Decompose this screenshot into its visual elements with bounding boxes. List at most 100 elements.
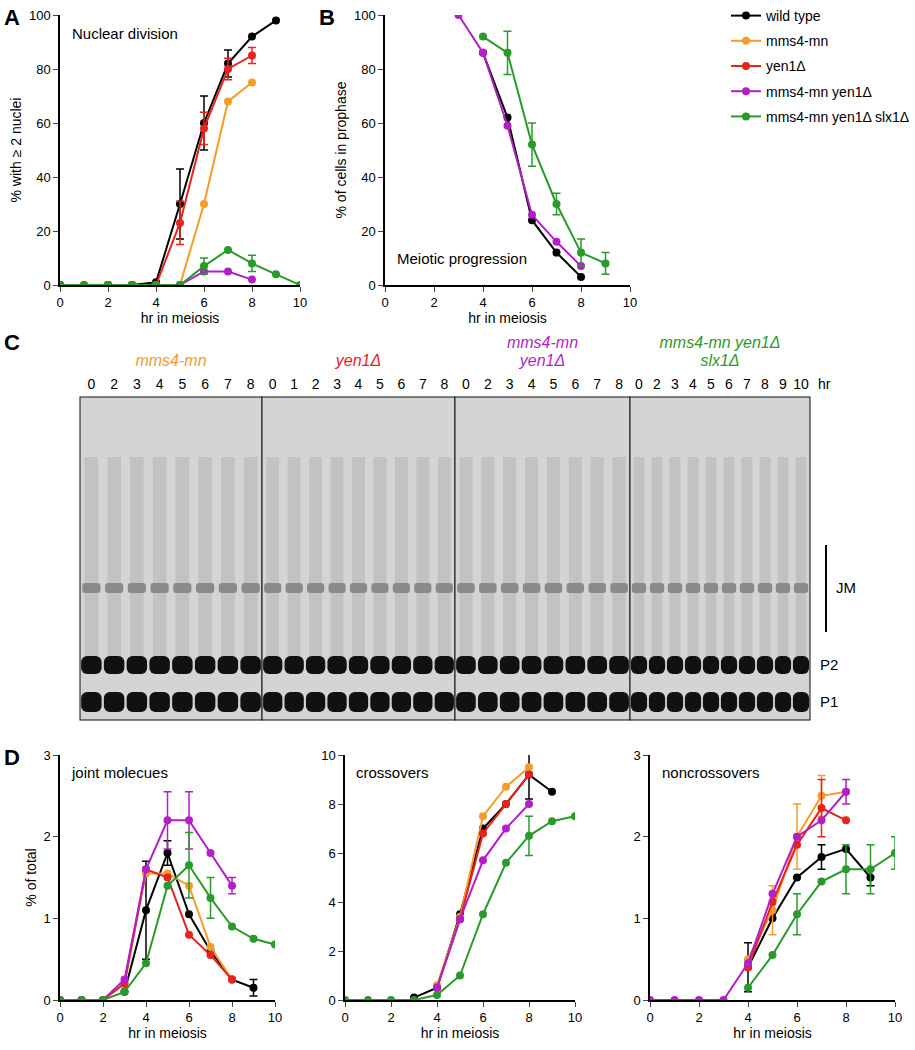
svg-text:0: 0 [43, 278, 50, 293]
svg-text:hr in meiosis: hr in meiosis [468, 310, 547, 326]
svg-text:mms4-mn: mms4-mn [507, 334, 578, 351]
svg-text:5: 5 [550, 376, 558, 392]
svg-text:mms4-mn: mms4-mn [766, 33, 828, 49]
svg-text:hr in meiosis: hr in meiosis [128, 1025, 207, 1041]
svg-text:10: 10 [793, 376, 809, 392]
svg-text:hr in meiosis: hr in meiosis [733, 1025, 812, 1041]
svg-text:wild type: wild type [765, 8, 821, 24]
svg-text:3: 3 [133, 376, 141, 392]
svg-text:2: 2 [99, 1010, 106, 1025]
svg-text:yen1Δ: yen1Δ [335, 352, 381, 369]
svg-text:8: 8 [440, 376, 448, 392]
svg-text:10: 10 [321, 748, 335, 763]
svg-text:B: B [319, 5, 335, 30]
svg-text:2: 2 [653, 376, 661, 392]
svg-text:6: 6 [571, 376, 579, 392]
svg-text:4: 4 [142, 1010, 149, 1025]
svg-text:8: 8 [228, 1010, 235, 1025]
svg-text:3: 3 [633, 748, 640, 763]
svg-text:mms4-mn: mms4-mn [135, 352, 206, 369]
svg-text:5: 5 [707, 376, 715, 392]
svg-text:6: 6 [793, 1010, 800, 1025]
svg-text:5: 5 [178, 376, 186, 392]
svg-text:0: 0 [87, 376, 95, 392]
svg-text:2: 2 [328, 944, 335, 959]
svg-text:2: 2 [387, 1010, 394, 1025]
svg-text:7: 7 [224, 376, 232, 392]
svg-text:% with ≥ 2 nuclei: % with ≥ 2 nuclei [8, 98, 24, 203]
svg-text:2: 2 [43, 829, 50, 844]
svg-text:8: 8 [525, 1010, 532, 1025]
svg-text:8: 8 [615, 376, 623, 392]
svg-text:% of total: % of total [23, 848, 39, 906]
svg-text:0: 0 [633, 993, 640, 1008]
svg-text:% of cells in prophase: % of cells in prophase [333, 81, 349, 218]
svg-text:0: 0 [646, 1010, 653, 1025]
svg-text:6: 6 [479, 1010, 486, 1025]
svg-text:0: 0 [462, 376, 470, 392]
svg-text:10: 10 [623, 295, 637, 310]
svg-text:80: 80 [361, 62, 375, 77]
svg-text:0: 0 [381, 295, 388, 310]
svg-text:joint molecues: joint molecues [71, 764, 168, 781]
svg-text:6: 6 [200, 295, 207, 310]
svg-text:mms4-mn yen1Δ: mms4-mn yen1Δ [766, 84, 872, 100]
svg-text:noncrossovers: noncrossovers [662, 764, 760, 781]
svg-text:JM: JM [836, 579, 856, 596]
svg-text:slx1Δ: slx1Δ [700, 352, 739, 369]
svg-text:60: 60 [361, 116, 375, 131]
svg-text:6: 6 [201, 376, 209, 392]
svg-text:4: 4 [744, 1010, 751, 1025]
svg-text:6: 6 [528, 295, 535, 310]
svg-text:20: 20 [36, 224, 50, 239]
svg-text:1: 1 [633, 911, 640, 926]
svg-text:10: 10 [268, 1010, 282, 1025]
svg-text:40: 40 [36, 170, 50, 185]
svg-text:60: 60 [36, 116, 50, 131]
svg-text:2: 2 [312, 376, 320, 392]
svg-text:2: 2 [430, 295, 437, 310]
svg-text:2: 2 [110, 376, 118, 392]
svg-text:6: 6 [725, 376, 733, 392]
svg-text:5: 5 [376, 376, 384, 392]
svg-text:mms4-mn yen1Δ slx1Δ: mms4-mn yen1Δ slx1Δ [766, 109, 909, 125]
svg-text:4: 4 [156, 376, 164, 392]
svg-text:4: 4 [328, 895, 335, 910]
svg-text:10: 10 [568, 1010, 582, 1025]
svg-text:Meiotic progression: Meiotic progression [397, 250, 527, 267]
svg-text:8: 8 [247, 376, 255, 392]
svg-text:8: 8 [577, 295, 584, 310]
svg-text:4: 4 [528, 376, 536, 392]
svg-text:7: 7 [419, 376, 427, 392]
svg-text:0: 0 [635, 376, 643, 392]
svg-text:3: 3 [506, 376, 514, 392]
svg-text:10: 10 [293, 295, 307, 310]
svg-text:8: 8 [248, 295, 255, 310]
svg-text:0: 0 [43, 993, 50, 1008]
svg-text:6: 6 [328, 846, 335, 861]
svg-text:3: 3 [333, 376, 341, 392]
svg-text:Nuclear division: Nuclear division [72, 25, 178, 42]
svg-text:0: 0 [269, 376, 277, 392]
svg-text:yen1Δ: yen1Δ [766, 58, 806, 74]
svg-text:2: 2 [695, 1010, 702, 1025]
svg-text:2: 2 [633, 829, 640, 844]
svg-text:3: 3 [43, 748, 50, 763]
svg-text:2: 2 [104, 295, 111, 310]
svg-text:3: 3 [671, 376, 679, 392]
svg-text:C: C [4, 330, 20, 355]
svg-text:0: 0 [341, 1010, 348, 1025]
svg-text:7: 7 [593, 376, 601, 392]
svg-text:6: 6 [397, 376, 405, 392]
svg-text:A: A [4, 5, 20, 30]
svg-text:20: 20 [361, 224, 375, 239]
svg-text:D: D [4, 745, 20, 770]
svg-text:8: 8 [761, 376, 769, 392]
svg-text:1: 1 [43, 911, 50, 926]
svg-text:8: 8 [328, 797, 335, 812]
svg-text:4: 4 [152, 295, 159, 310]
svg-text:4: 4 [433, 1010, 440, 1025]
svg-text:hr in meiosis: hr in meiosis [421, 1025, 500, 1041]
svg-text:8: 8 [842, 1010, 849, 1025]
svg-text:40: 40 [361, 170, 375, 185]
